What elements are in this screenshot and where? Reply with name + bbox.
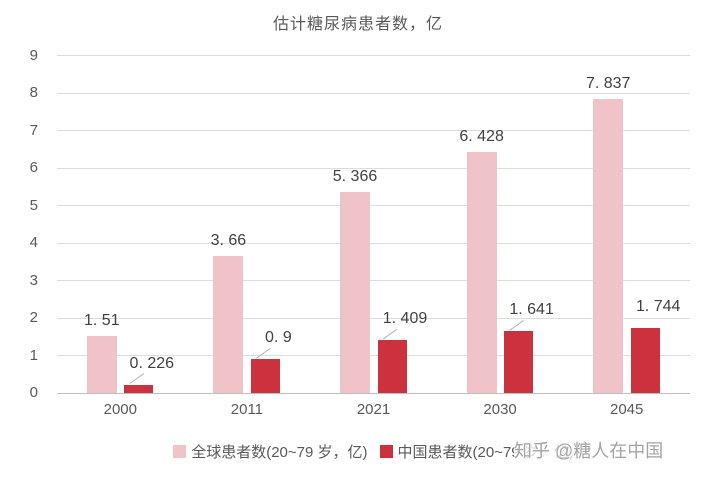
y-tick-label: 7 <box>29 121 38 139</box>
value-label-global-2000: 1. 51 <box>84 312 120 330</box>
y-tick-label: 9 <box>29 46 38 64</box>
y-tick-label: 1 <box>29 346 38 364</box>
gridline <box>57 355 690 356</box>
gridline <box>57 242 690 244</box>
legend-swatch-china-icon <box>379 445 393 458</box>
gridline <box>57 280 690 281</box>
bar-global-2021 <box>340 191 370 393</box>
y-tick-label: 0 <box>29 384 38 401</box>
value-label-china-2000: 0. 226 <box>129 354 175 372</box>
bar-global-2000 <box>86 336 117 393</box>
gridline <box>57 92 690 94</box>
value-label-china-2011: 0. 9 <box>265 329 292 347</box>
x-tick-label: 2021 <box>356 401 391 418</box>
y-tick-label: 5 <box>29 196 38 214</box>
x-tick-label: 2030 <box>483 401 517 418</box>
x-axis-line <box>57 392 690 394</box>
gridline <box>57 167 690 169</box>
bar-china-2021 <box>377 340 407 393</box>
legend-item-global: 全球患者数(20~79 岁，亿) <box>173 441 368 462</box>
value-label-china-2021: 1. 409 <box>382 310 428 328</box>
y-tick-label: 2 <box>29 309 38 326</box>
y-tick-label: 4 <box>29 234 38 251</box>
chart-title: 估计糖尿病患者数，亿 <box>272 16 443 33</box>
value-label-global-2011: 3. 66 <box>210 231 247 249</box>
gridline <box>57 130 690 131</box>
y-tick-label: 3 <box>29 271 38 289</box>
bar-global-2045 <box>593 99 624 393</box>
value-label-global-2045: 7. 837 <box>585 75 631 93</box>
x-tick-label: 2011 <box>230 401 264 418</box>
bar-china-2030 <box>504 331 534 393</box>
legend-label-global: 全球患者数(20~79 岁，亿) <box>191 444 368 461</box>
value-label-global-2021: 5. 366 <box>332 167 378 185</box>
x-tick-label: 2000 <box>103 401 137 418</box>
value-label-china-2030: 1. 641 <box>509 301 554 319</box>
legend-swatch-global-icon <box>173 445 187 458</box>
bar-china-2045 <box>630 327 660 393</box>
bar-global-2030 <box>466 151 497 393</box>
gridline <box>57 205 690 206</box>
y-tick-label: 8 <box>29 84 38 101</box>
bar-global-2011 <box>213 255 244 393</box>
value-label-china-2045: 1. 744 <box>635 297 681 315</box>
gridline <box>57 317 690 319</box>
value-label-global-2030: 6. 428 <box>459 127 504 145</box>
bar-china-2011 <box>250 359 280 393</box>
y-tick-label: 6 <box>29 159 38 176</box>
x-tick-label: 2045 <box>610 401 644 418</box>
zhihu-watermark: 知乎 @糖人在中国 <box>514 437 716 465</box>
gridline <box>57 55 690 56</box>
bar-china-2000 <box>124 384 154 393</box>
